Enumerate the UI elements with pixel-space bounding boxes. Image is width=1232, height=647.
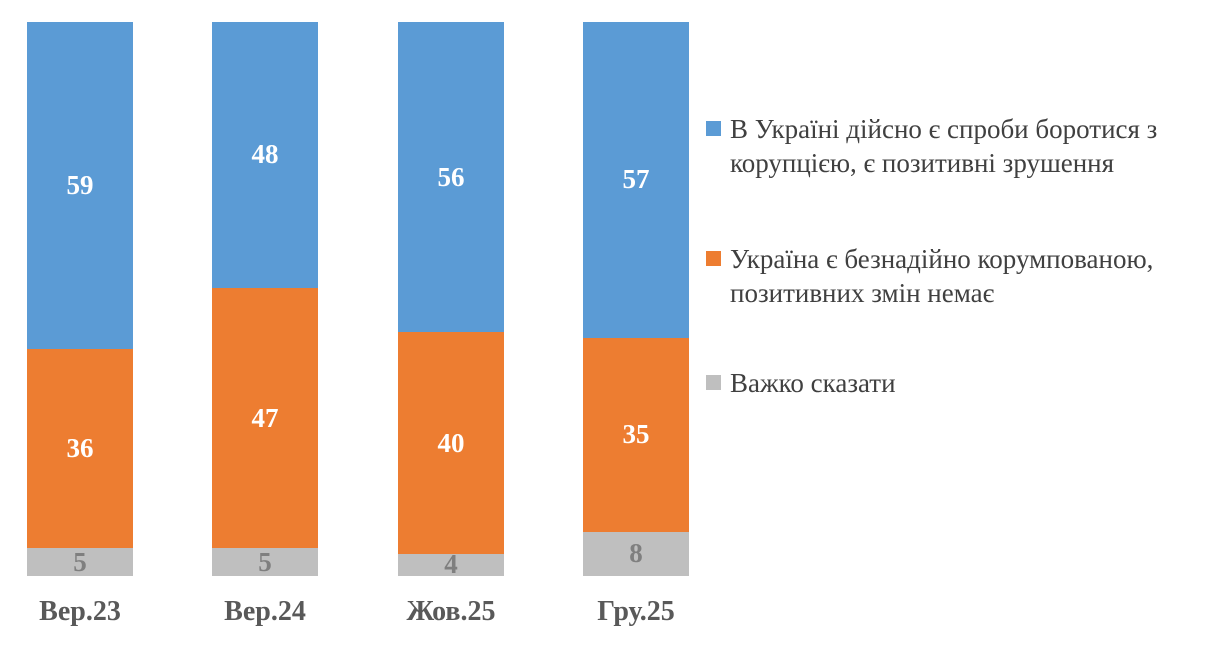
bar-value-label: 40 — [437, 427, 465, 458]
legend-label: В Україні дійсно є спроби боротися з кор… — [730, 114, 1158, 178]
bar-segment: 36 — [27, 348, 133, 549]
legend-swatch-blue-icon — [706, 121, 721, 136]
bar-segment: 59 — [27, 22, 133, 349]
bar-segment: 40 — [398, 332, 504, 554]
bar-segment: 8 — [583, 531, 689, 576]
category-label: Вер.24 — [224, 596, 306, 627]
bar-segment: 47 — [212, 287, 318, 549]
bar-value-label: 47 — [251, 402, 279, 433]
bar-column: 48 47 5 Вер.24 — [212, 22, 318, 628]
bar-column: 56 40 4 Жов.25 — [398, 22, 504, 628]
bar-value-label: 59 — [66, 169, 94, 200]
legend-item: В Україні дійсно є спроби боротися з кор… — [706, 112, 1218, 180]
category-label: Гру.25 — [597, 596, 675, 627]
bar-value-label: 5 — [258, 546, 272, 577]
bar-segment: 57 — [583, 22, 689, 338]
legend-item: Важко сказати — [706, 366, 1218, 400]
bar-segment: 56 — [398, 22, 504, 333]
bar-segment: 48 — [212, 22, 318, 288]
legend-swatch-gray-icon — [706, 375, 721, 390]
legend-item: Україна є безнадійно корумпованою, позит… — [706, 242, 1218, 310]
bar-value-label: 48 — [251, 139, 279, 170]
bar-value-label: 57 — [622, 164, 650, 195]
legend-label: Важко сказати — [730, 368, 896, 398]
category-label: Жов.25 — [406, 596, 496, 627]
bar-value-label: 56 — [437, 161, 465, 192]
bar-value-label: 5 — [73, 546, 87, 577]
bar-column: 57 35 8 Гру.25 — [583, 22, 689, 628]
bar-value-label: 4 — [444, 549, 458, 580]
category-label: Вер.23 — [39, 596, 121, 627]
bar-stack: 56 40 4 — [398, 22, 504, 580]
legend-label: Україна є безнадійно корумпованою, позит… — [730, 244, 1154, 308]
bar-stack: 57 35 8 — [583, 22, 689, 576]
bar-value-label: 35 — [622, 419, 650, 450]
bar-stack: 59 36 5 — [27, 22, 133, 576]
bar-segment: 5 — [212, 548, 318, 576]
bar-segment: 5 — [27, 548, 133, 576]
legend-swatch-orange-icon — [706, 251, 721, 266]
bar-stack: 48 47 5 — [212, 22, 318, 576]
bar-segment: 35 — [583, 337, 689, 532]
bar-value-label: 36 — [66, 433, 94, 464]
bar-segment: 4 — [398, 549, 504, 580]
bar-column: 59 36 5 Вер.23 — [27, 22, 133, 628]
bar-value-label: 8 — [629, 538, 643, 569]
